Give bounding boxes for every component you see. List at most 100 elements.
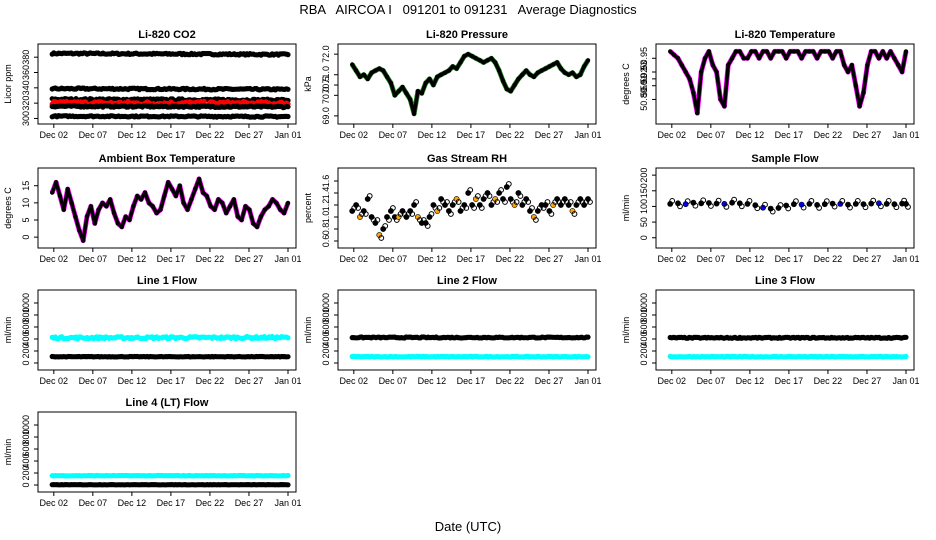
series-pressure (350, 51, 591, 117)
data-point (285, 335, 291, 341)
y-tick-label: 400 (21, 331, 31, 346)
data-point (903, 49, 909, 54)
data-point (108, 197, 113, 202)
plot-frame (37, 289, 297, 371)
data-point (671, 52, 677, 58)
data-point (258, 214, 264, 219)
data-point (512, 82, 517, 88)
data-point (475, 193, 481, 199)
chart-panel-2: Li-820 Pressure kPa 69.0 70.070.571.0 72.0 De… (303, 29, 602, 140)
data-point (513, 199, 520, 205)
data-point (477, 58, 482, 63)
data-point (888, 49, 893, 54)
data-point (381, 68, 386, 73)
panel-title: Line 3 Flow (755, 275, 815, 287)
y-axis-label: degrees C (621, 63, 631, 105)
data-point (516, 76, 521, 82)
data-point (508, 89, 513, 94)
data-point (756, 56, 762, 61)
x-tick-label: Dec 02 (340, 254, 369, 264)
data-point (847, 204, 853, 211)
data-point (350, 62, 355, 67)
y-tick-label: 400 (321, 331, 331, 346)
x-tick-label: Dec 22 (496, 254, 525, 264)
data-point (262, 207, 267, 212)
y-tick-label: 200 (21, 343, 31, 358)
data-point (710, 62, 715, 68)
y-tick-label: 600 (21, 441, 31, 456)
y-axis-label: ml/min (621, 195, 631, 222)
x-axis-caption: Date (UTC) (434, 519, 502, 534)
data-point (382, 223, 389, 229)
plot-frame (337, 43, 597, 125)
data-point (525, 199, 532, 205)
series-sample-flow (667, 196, 911, 215)
data-point (396, 89, 401, 94)
x-tick-label: Dec 02 (340, 130, 369, 140)
data-point (285, 52, 291, 58)
data-point (574, 74, 579, 80)
panel-title: Line 4 (LT) Flow (126, 397, 209, 409)
panel-title: Ambient Box Temperature (99, 153, 236, 165)
data-point (135, 193, 140, 199)
y-tick-label: 200 (639, 343, 649, 358)
x-tick-label: Dec 02 (40, 254, 69, 264)
data-point (684, 198, 691, 205)
data-point (431, 82, 436, 88)
data-point (754, 205, 761, 212)
data-point (498, 187, 505, 193)
data-point (854, 198, 861, 204)
data-point (714, 69, 719, 75)
data-point (692, 202, 699, 209)
y-tick-label: 400 (639, 331, 649, 346)
data-point (567, 199, 574, 205)
data-point (227, 204, 233, 209)
data-point (285, 472, 291, 479)
y-tick-label: 50.95 (639, 47, 649, 70)
data-point (715, 197, 722, 204)
data-point (853, 83, 858, 88)
data-point (438, 72, 444, 77)
data-point (365, 76, 370, 82)
x-tick-label: Jan 01 (274, 130, 301, 140)
x-tick-label: Dec 22 (196, 376, 225, 386)
data-point (386, 217, 392, 223)
panel-title: Sample Flow (751, 153, 819, 165)
x-tick-label: Dec 22 (196, 130, 225, 140)
data-point (502, 199, 508, 205)
y-tick-label: 70.0 (321, 87, 331, 105)
series-temperature (668, 48, 909, 116)
x-tick-label: Dec 27 (535, 130, 564, 140)
data-point (428, 211, 435, 217)
data-point (729, 56, 735, 61)
data-point (181, 200, 186, 206)
x-tick-label: Dec 02 (40, 376, 69, 386)
data-point (768, 56, 773, 61)
data-point (753, 49, 758, 54)
data-point (799, 56, 804, 61)
data-point (808, 198, 815, 204)
data-point (823, 198, 830, 205)
figure-title: RBA AIRCOA I 091201 to 091231 Average Di… (299, 2, 637, 17)
data-point (177, 183, 182, 188)
data-point (458, 60, 463, 65)
data-point (814, 56, 820, 61)
data-point (65, 186, 70, 192)
data-point (119, 224, 125, 230)
data-point (251, 221, 256, 226)
x-tick-label: Dec 27 (235, 498, 264, 508)
x-tick-label: Dec 17 (157, 254, 186, 264)
data-point (896, 62, 901, 68)
data-point (285, 86, 291, 92)
data-point (409, 211, 416, 217)
y-axis-label: ml/min (3, 439, 13, 466)
data-point (831, 203, 838, 210)
data-point (581, 64, 587, 69)
y-axis-label: degrees C (3, 187, 13, 229)
data-point (718, 97, 723, 102)
data-point (669, 198, 676, 204)
data-point (793, 198, 799, 205)
data-point (489, 56, 494, 61)
